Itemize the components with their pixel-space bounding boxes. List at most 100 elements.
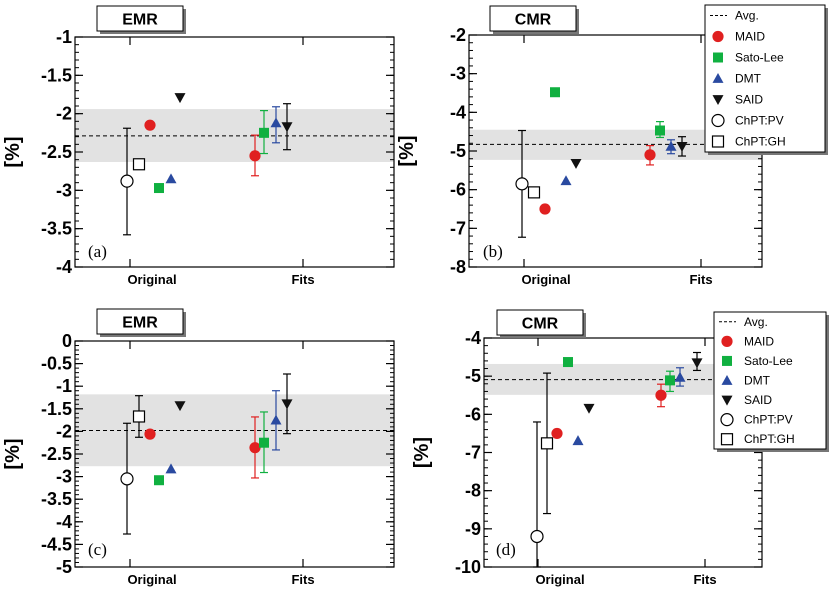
dmt-marker xyxy=(165,173,177,184)
legend-label: Avg. xyxy=(735,9,759,23)
legend-label: ChPT:GH xyxy=(744,432,795,446)
x-category-label: Original xyxy=(521,272,570,287)
y-tick-label: -3 xyxy=(56,180,72,200)
y-tick-label: -7 xyxy=(465,443,481,463)
y-tick-label: -1.5 xyxy=(41,65,72,85)
y-tick-label: -1.5 xyxy=(41,399,72,419)
sato-lee-marker xyxy=(665,375,675,386)
said-marker xyxy=(174,401,186,412)
chart-panel-c: 0 -0.5-1 -1.5-2 -2.5 -3-3.5 -4-4.5 -5 Original F… xyxy=(2,308,395,587)
legend-label: Sato-Lee xyxy=(744,354,793,368)
legend-label: DMT xyxy=(735,72,762,86)
dmt-marker xyxy=(270,117,282,128)
y-axis-label: [%] xyxy=(2,438,24,469)
title-box xyxy=(496,309,584,336)
chpt-pv-marker xyxy=(530,529,544,544)
x-category-label: Original xyxy=(127,572,176,587)
y-tick-label: -6 xyxy=(465,404,481,424)
chpt-pv-marker xyxy=(120,472,134,486)
dmt-marker xyxy=(560,175,572,186)
legend-box xyxy=(713,311,827,450)
dmt-marker xyxy=(572,435,584,446)
y-tick-label: -4 xyxy=(450,102,466,122)
maid-marker xyxy=(655,389,667,401)
y-tick-label: -2 xyxy=(450,25,466,45)
chart-title: CMR xyxy=(515,12,552,29)
legend-box xyxy=(704,4,826,153)
x-category-label: Fits xyxy=(693,572,716,587)
chart-title: EMR xyxy=(122,315,158,332)
y-tick-label: -3 xyxy=(56,467,72,487)
y-tick-label: -4.5 xyxy=(41,534,72,554)
dmt-marker xyxy=(665,140,677,151)
y-tick-label: -3.5 xyxy=(41,489,72,509)
legend-label: SAID xyxy=(735,93,763,107)
dmt-marker xyxy=(165,463,177,474)
chpt-gh-marker xyxy=(132,410,146,423)
y-tick-label: -8 xyxy=(465,481,481,501)
said-marker xyxy=(691,358,703,369)
y-tick-label: -2.5 xyxy=(41,444,72,464)
legend-label: ChPT:GH xyxy=(735,135,786,149)
chpt-gh-marker xyxy=(720,433,734,446)
legend-label: ChPT:PV xyxy=(735,114,784,128)
legend-label: ChPT:PV xyxy=(744,413,793,427)
y-tick-label: -5 xyxy=(465,366,481,386)
legend-label: DMT xyxy=(744,374,771,388)
legend-label: Sato-Lee xyxy=(735,51,784,65)
y-axis-label: [%] xyxy=(396,135,418,166)
said-marker xyxy=(281,399,293,410)
x-category-label: Original xyxy=(535,572,584,587)
legend: Avg. MAID Sato-Lee DMT SAID ChPT:PV ChPT:GH xyxy=(704,4,828,155)
said-marker xyxy=(712,95,724,105)
panel-label: (b) xyxy=(483,242,503,261)
dmt-marker xyxy=(674,371,686,382)
legend-label: MAID xyxy=(735,30,765,44)
x-category-label: Original xyxy=(127,272,176,287)
maid-marker xyxy=(249,442,261,454)
x-category-label: Fits xyxy=(291,272,314,287)
said-marker xyxy=(174,93,186,104)
chpt-gh-marker xyxy=(540,437,554,450)
y-axis-label: [%] xyxy=(411,437,433,468)
legend-label: Avg. xyxy=(744,315,768,329)
x-category-label: Fits xyxy=(291,572,314,587)
y-tick-label: -10 xyxy=(455,557,481,577)
y-tick-label: -5 xyxy=(450,141,466,161)
y-tick-label: -5 xyxy=(56,557,72,577)
y-tick-label: -4 xyxy=(56,512,72,532)
legend-label: SAID xyxy=(744,393,772,407)
y-tick-label: -9 xyxy=(465,519,481,539)
said-marker xyxy=(721,395,733,406)
sato-lee-marker xyxy=(563,357,573,368)
chpt-gh-marker xyxy=(527,186,541,199)
chpt-pv-marker xyxy=(720,413,734,427)
y-tick-label: -8 xyxy=(450,257,466,277)
y-tick-label: -1 xyxy=(56,376,72,396)
maid-marker xyxy=(712,30,724,43)
legend: Avg. MAID Sato-Lee DMT SAID ChPT:PV ChPT:GH xyxy=(713,311,829,452)
y-tick-label: -2 xyxy=(56,104,72,124)
dmt-marker xyxy=(721,375,733,385)
y-tick-label: -2.5 xyxy=(41,142,72,162)
y-tick-label: -3 xyxy=(450,64,466,84)
said-marker xyxy=(281,122,293,133)
x-category-label: Fits xyxy=(689,272,712,287)
chpt-pv-marker xyxy=(711,113,725,128)
y-tick-label: -0.5 xyxy=(41,354,72,374)
sato-lee-marker xyxy=(259,127,269,138)
y-tick-label: -7 xyxy=(450,218,466,238)
chart-title: CMR xyxy=(522,316,559,333)
sato-lee-marker xyxy=(722,355,732,366)
said-marker xyxy=(570,158,582,169)
y-tick-label: -2 xyxy=(56,421,72,441)
dmt-marker xyxy=(270,414,282,425)
said-marker xyxy=(676,141,688,152)
y-axis-label: [%] xyxy=(2,136,24,167)
chpt-gh-marker xyxy=(132,158,146,171)
chart-panel-d: -4 -5 -6 -7 -8 -9 -10 Original Fits [%] CMR (d) Avg.… xyxy=(411,309,829,587)
said-marker xyxy=(583,403,595,414)
chart-panel-b: -2 -3 -4 -5 -6 -7 -8 Original Fits [%] CMR (b) Avg. M… xyxy=(396,4,828,287)
chart-panel-a: -1 -1.5 -2 -2.5 -3 -3.5 -4 Original Fits [%] EMR (a… xyxy=(2,5,395,287)
